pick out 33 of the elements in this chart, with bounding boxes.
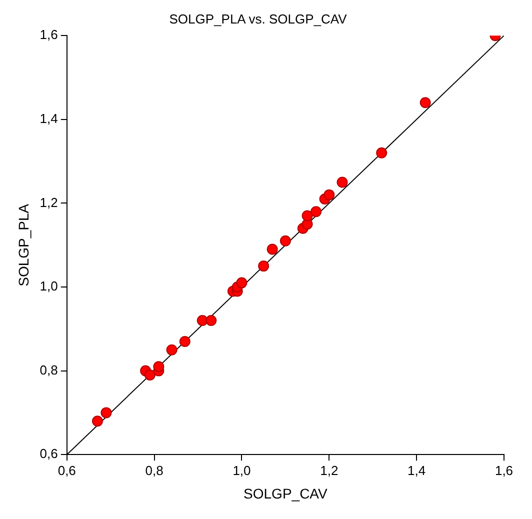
point [236,277,248,288]
x-tick-label: 1,0 [232,462,251,478]
point [179,336,190,347]
point [100,407,112,418]
point [206,315,217,326]
point [166,344,178,356]
point [376,147,388,158]
point [420,97,431,108]
y-tick-label: 1,2 [40,194,58,210]
x-axis-title: SOLGP_CAV [244,485,328,502]
y-tick-label: 0,6 [40,446,58,462]
x-tick-label: 0,6 [58,462,76,478]
y-tick-label: 1,0 [40,278,58,294]
y-tick-label: 0,8 [40,362,58,378]
chart-title: SOLGP_PLA vs. SOLGP_CAV [169,11,348,26]
x-tick-label: 0,8 [145,462,164,478]
point [310,206,322,218]
y-axis-title: SOLGP_PLA [15,203,32,286]
point [92,416,103,427]
point [196,315,208,326]
x-tick-label: 1,2 [320,462,338,478]
x-tick-label: 1,4 [408,462,426,478]
point [266,244,278,255]
point [336,176,348,188]
point [153,361,164,372]
point [324,189,335,200]
point [144,369,156,380]
y-tick-label: 1,4 [40,110,58,126]
y-tick-label: 1,6 [40,27,58,42]
x-tick-label: 1,6 [494,462,514,478]
point [302,210,313,222]
point [258,260,270,272]
point [280,235,291,246]
